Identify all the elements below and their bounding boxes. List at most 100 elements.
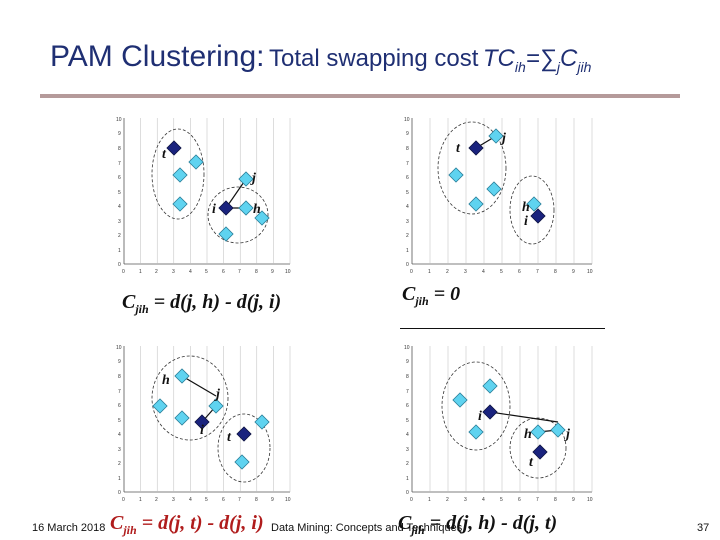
slide-title: PAM Clustering: Total swapping cost TCih… [50, 40, 591, 75]
svg-text:5: 5 [205, 497, 208, 503]
title-middle: Total swapping cost [268, 45, 479, 72]
label-h: h [524, 427, 532, 442]
svg-text:4: 4 [482, 497, 485, 503]
svg-text:3: 3 [464, 497, 467, 503]
svg-text:1: 1 [428, 497, 431, 503]
svg-text:10: 10 [404, 345, 410, 351]
svg-text:9: 9 [271, 497, 274, 503]
svg-text:4: 4 [189, 269, 192, 275]
label-t: t [227, 430, 232, 445]
object-marker [172, 167, 188, 183]
svg-text:7: 7 [118, 161, 121, 167]
svg-text:7: 7 [406, 389, 409, 395]
title-rule [40, 94, 680, 98]
cluster-ellipse [207, 186, 269, 244]
object-marker [234, 454, 250, 470]
svg-text:10: 10 [285, 497, 291, 503]
medoid-t-marker [236, 426, 252, 442]
label-t: t [162, 147, 167, 162]
svg-text:2: 2 [446, 497, 449, 503]
footer-date: 16 March 2018 [32, 522, 106, 534]
medoid-i-marker [482, 404, 498, 420]
svg-text:7: 7 [118, 389, 121, 395]
label-h: h [162, 373, 170, 388]
svg-text:2: 2 [406, 461, 409, 467]
svg-text:10: 10 [404, 117, 410, 123]
object-j-marker [550, 422, 566, 438]
svg-text:8: 8 [255, 269, 258, 275]
svg-text:0: 0 [118, 490, 121, 496]
svg-text:10: 10 [116, 345, 122, 351]
svg-text:3: 3 [118, 447, 121, 453]
svg-text:10: 10 [587, 269, 593, 275]
svg-text:5: 5 [406, 418, 409, 424]
cost-formula-4: Cjih = d(j, h) - d(j, t) [398, 512, 558, 537]
svg-text:5: 5 [118, 418, 121, 424]
x-tick-labels: 0 1 2 3 4 5 6 7 8 9 10 [122, 269, 291, 275]
svg-text:2: 2 [446, 269, 449, 275]
svg-text:9: 9 [572, 269, 575, 275]
svg-text:5: 5 [118, 190, 121, 196]
svg-text:8: 8 [118, 146, 121, 152]
svg-text:10: 10 [285, 269, 291, 275]
label-j: j [500, 131, 506, 146]
page-number: 37 [697, 522, 710, 534]
svg-text:5: 5 [500, 497, 503, 503]
object-h-marker [174, 368, 190, 384]
object-marker [486, 181, 502, 197]
svg-text:4: 4 [406, 204, 409, 210]
object-marker [448, 167, 464, 183]
cluster-ellipse [217, 413, 271, 483]
label-t: t [529, 455, 534, 470]
medoid-t-marker [468, 140, 484, 156]
svg-text:7: 7 [238, 497, 241, 503]
scatter-panel-4: 10 9 8 7 6 5 4 3 2 1 0 0 1 2 3 4 5 6 7 8… [404, 345, 593, 503]
scatter-panel-1: 10 9 8 7 6 5 4 3 2 1 0 0 1 2 3 4 5 6 7 8… [116, 117, 291, 275]
svg-text:9: 9 [271, 269, 274, 275]
svg-text:4: 4 [406, 432, 409, 438]
svg-text:9: 9 [406, 359, 409, 365]
cluster-ellipse [437, 121, 507, 215]
cluster-ellipse [441, 361, 511, 451]
label-i: i [524, 214, 528, 229]
scatter-panel-3: 10 9 8 7 6 5 4 3 2 1 0 0 1 2 3 4 5 6 7 8… [116, 345, 291, 503]
title-prefix: PAM Clustering: [50, 40, 265, 73]
label-i: i [478, 409, 482, 424]
svg-text:3: 3 [118, 219, 121, 225]
svg-text:7: 7 [406, 161, 409, 167]
svg-text:2: 2 [155, 497, 158, 503]
label-h: h [522, 200, 530, 215]
svg-text:8: 8 [406, 374, 409, 380]
svg-text:2: 2 [406, 233, 409, 239]
object-marker [468, 424, 484, 440]
y-tick-labels: 10 9 8 7 6 5 4 3 2 1 0 [116, 117, 122, 268]
object-marker [254, 414, 270, 430]
svg-text:6: 6 [222, 497, 225, 503]
cluster-ellipse [151, 128, 205, 220]
svg-text:3: 3 [406, 219, 409, 225]
cluster-ellipse [151, 355, 229, 441]
medoid-t-marker [532, 444, 548, 460]
svg-text:0: 0 [122, 269, 125, 275]
x-tick-labels: 0 1 2 3 4 5 6 7 8 9 10 [122, 497, 291, 503]
svg-text:8: 8 [255, 497, 258, 503]
svg-text:6: 6 [518, 269, 521, 275]
svg-text:2: 2 [118, 233, 121, 239]
cost-formula-3: Cjih = d(j, t) - d(j, i) [110, 512, 264, 537]
label-t: t [456, 141, 461, 156]
svg-text:1: 1 [139, 497, 142, 503]
object-h-marker [238, 200, 254, 216]
svg-text:2: 2 [155, 269, 158, 275]
svg-text:3: 3 [464, 269, 467, 275]
label-h: h [253, 202, 261, 217]
svg-text:5: 5 [406, 190, 409, 196]
object-marker [452, 392, 468, 408]
label-j: j [564, 427, 570, 442]
svg-text:4: 4 [118, 432, 121, 438]
svg-text:4: 4 [189, 497, 192, 503]
svg-text:6: 6 [406, 175, 409, 181]
svg-text:1: 1 [428, 269, 431, 275]
object-marker [188, 154, 204, 170]
cost-formula-2: Cjih = 0 [402, 283, 461, 308]
svg-text:7: 7 [238, 269, 241, 275]
